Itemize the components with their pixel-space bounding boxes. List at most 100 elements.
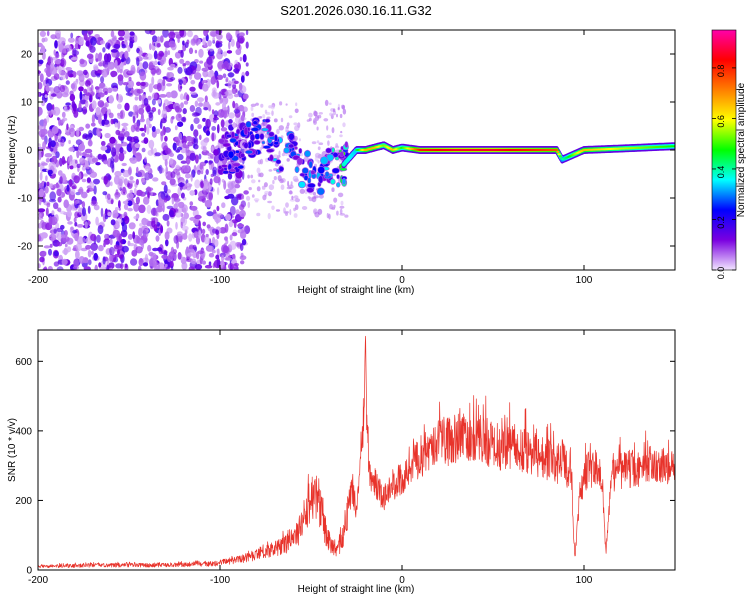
spectrogram-noise-cell	[205, 118, 211, 129]
spectrogram-noise-cell	[97, 92, 105, 98]
spectrogram-noise-cell	[202, 145, 207, 153]
spectrogram-ridge-cell	[243, 126, 249, 136]
spectrogram-ridge-cell	[221, 164, 228, 168]
spectrogram-noise-cell	[264, 190, 270, 195]
spectrogram-noise-cell	[56, 266, 64, 270]
spectrogram-noise-cell	[158, 250, 164, 255]
spectrogram-noise-cell	[241, 238, 247, 246]
spectrogram-noise-cell	[194, 49, 198, 54]
spectrogram-noise-cell	[308, 112, 313, 118]
spectrogram-noise-cell	[91, 100, 97, 110]
spectrogram-noise-cell	[342, 105, 345, 110]
spectrogram-noise-cell	[151, 217, 159, 225]
spectrogram-noise-cell	[110, 219, 116, 226]
spectrogram-noise-cell	[100, 76, 105, 84]
spectrogram-noise-cell	[136, 81, 141, 87]
spectrogram-noise-cell	[220, 127, 228, 132]
spectrogram-noise-cell	[246, 195, 251, 201]
spectrogram-noise-cell	[95, 162, 101, 166]
spectrogram-noise-cell	[117, 181, 123, 191]
spectrogram-noise-cell	[90, 200, 98, 207]
spectrogram-noise-cell	[212, 36, 216, 44]
spectrogram-noise-cell	[58, 65, 62, 75]
spectrogram-noise-cell	[84, 100, 89, 108]
spectrogram-noise-cell	[285, 125, 290, 129]
spectrogram-noise-cell	[67, 221, 73, 225]
spectrogram-noise-cell	[170, 171, 176, 179]
spectrogram-noise-cell	[61, 234, 66, 239]
spectrogram-noise-cell	[162, 30, 169, 38]
spectrogram-noise-cell	[178, 79, 183, 85]
spectrogram-noise-cell	[165, 166, 168, 175]
spectrogram-noise-cell	[73, 217, 77, 223]
spectrogram-noise-cell	[268, 169, 273, 172]
spectrogram-noise-cell	[308, 197, 313, 202]
spectrogram-noise-cell	[87, 85, 91, 94]
spectrogram-ridge-cell	[244, 149, 254, 155]
spectrogram-noise-cell	[318, 194, 324, 199]
spectrogram-noise-cell	[38, 183, 43, 189]
spectrogram-noise-cell	[202, 221, 206, 227]
spectrogram-noise-cell	[89, 169, 94, 174]
spectrogram-ridge-cell	[222, 142, 231, 148]
spectrogram-noise-cell	[73, 175, 80, 184]
spectrogram-noise-cell	[74, 211, 80, 219]
spectrogram-noise-cell	[202, 260, 206, 265]
spectrogram-noise-cell	[229, 240, 237, 250]
spectrogram-noise-cell	[109, 253, 113, 262]
spectrogram-noise-cell	[44, 153, 53, 158]
spectrogram-noise-cell	[272, 179, 275, 185]
spectrogram-noise-cell	[164, 231, 170, 241]
spectrogram-noise-cell	[248, 187, 252, 191]
spectrogram-noise-cell	[74, 222, 78, 227]
spectrogram-ridge-cell	[229, 137, 237, 144]
spectrogram-noise-cell	[122, 187, 126, 193]
spectrogram-noise-cell	[229, 205, 236, 216]
spectrogram-noise-cell	[150, 67, 157, 75]
spectrogram-noise-cell	[109, 238, 113, 246]
spectrogram-noise-cell	[104, 91, 108, 95]
spectrogram-noise-cell	[39, 30, 47, 37]
spectrogram-ridge-cell	[296, 157, 303, 166]
spectrogram-noise-cell	[46, 102, 53, 112]
spectrogram-noise-cell	[121, 128, 125, 132]
spectrogram-noise-cell	[339, 134, 343, 138]
spectrogram-noise-cell	[140, 81, 146, 87]
spectrogram-noise-cell	[247, 201, 251, 208]
spectrogram-noise-cell	[90, 242, 98, 251]
spectrogram-noise-cell	[120, 263, 124, 270]
spectrogram-noise-cell	[204, 199, 213, 208]
spectrogram-noise-cell	[190, 123, 194, 132]
spectrogram-noise-cell	[200, 181, 204, 188]
colorbar-label: Normalized spectral amplitude	[736, 82, 747, 217]
spectrogram-noise-cell	[220, 119, 225, 128]
spectrogram-noise-cell	[98, 244, 104, 252]
spectrogram-noise-cell	[38, 222, 42, 229]
spectrogram-noise-cell	[238, 82, 243, 91]
spectrogram-noise-cell	[47, 169, 53, 175]
spectrogram-noise-cell	[342, 122, 346, 128]
spectrogram-noise-cell	[133, 202, 140, 212]
spectrogram-noise-cell	[54, 40, 58, 49]
spectrogram-noise-cell	[294, 108, 299, 114]
spectrogram-noise-cell	[339, 208, 343, 215]
spectrogram-ridge-cell	[317, 166, 326, 174]
spectrogram-ridge-cell	[303, 150, 311, 158]
spectrogram-noise-cell	[143, 196, 150, 205]
spectrogram-noise-cell	[85, 244, 92, 250]
spectrogram-noise-cell	[38, 162, 41, 167]
colorbar: 0.0 0.2 0.4 0.6 0.8 Normalized spectral ampl…	[711, 29, 747, 279]
spectrogram-noise-cell	[231, 263, 239, 270]
spectrogram-ridge-cell	[307, 177, 312, 184]
spectrogram-noise-cell	[116, 65, 121, 73]
spectrogram-ridge-cell	[310, 169, 316, 175]
y-tick-label: 20	[21, 50, 33, 61]
spectrogram-xlabel: Height of straight line (km)	[298, 285, 415, 296]
spectrogram-noise-cell	[71, 50, 80, 56]
spectrogram-noise-cell	[110, 70, 118, 77]
spectrogram-noise-cell	[132, 146, 137, 156]
spectrogram-noise-cell	[293, 207, 296, 212]
spectrogram-noise-cell	[123, 215, 130, 225]
spectrogram-noise-cell	[278, 125, 284, 131]
spectrogram-noise-cell	[53, 261, 60, 267]
